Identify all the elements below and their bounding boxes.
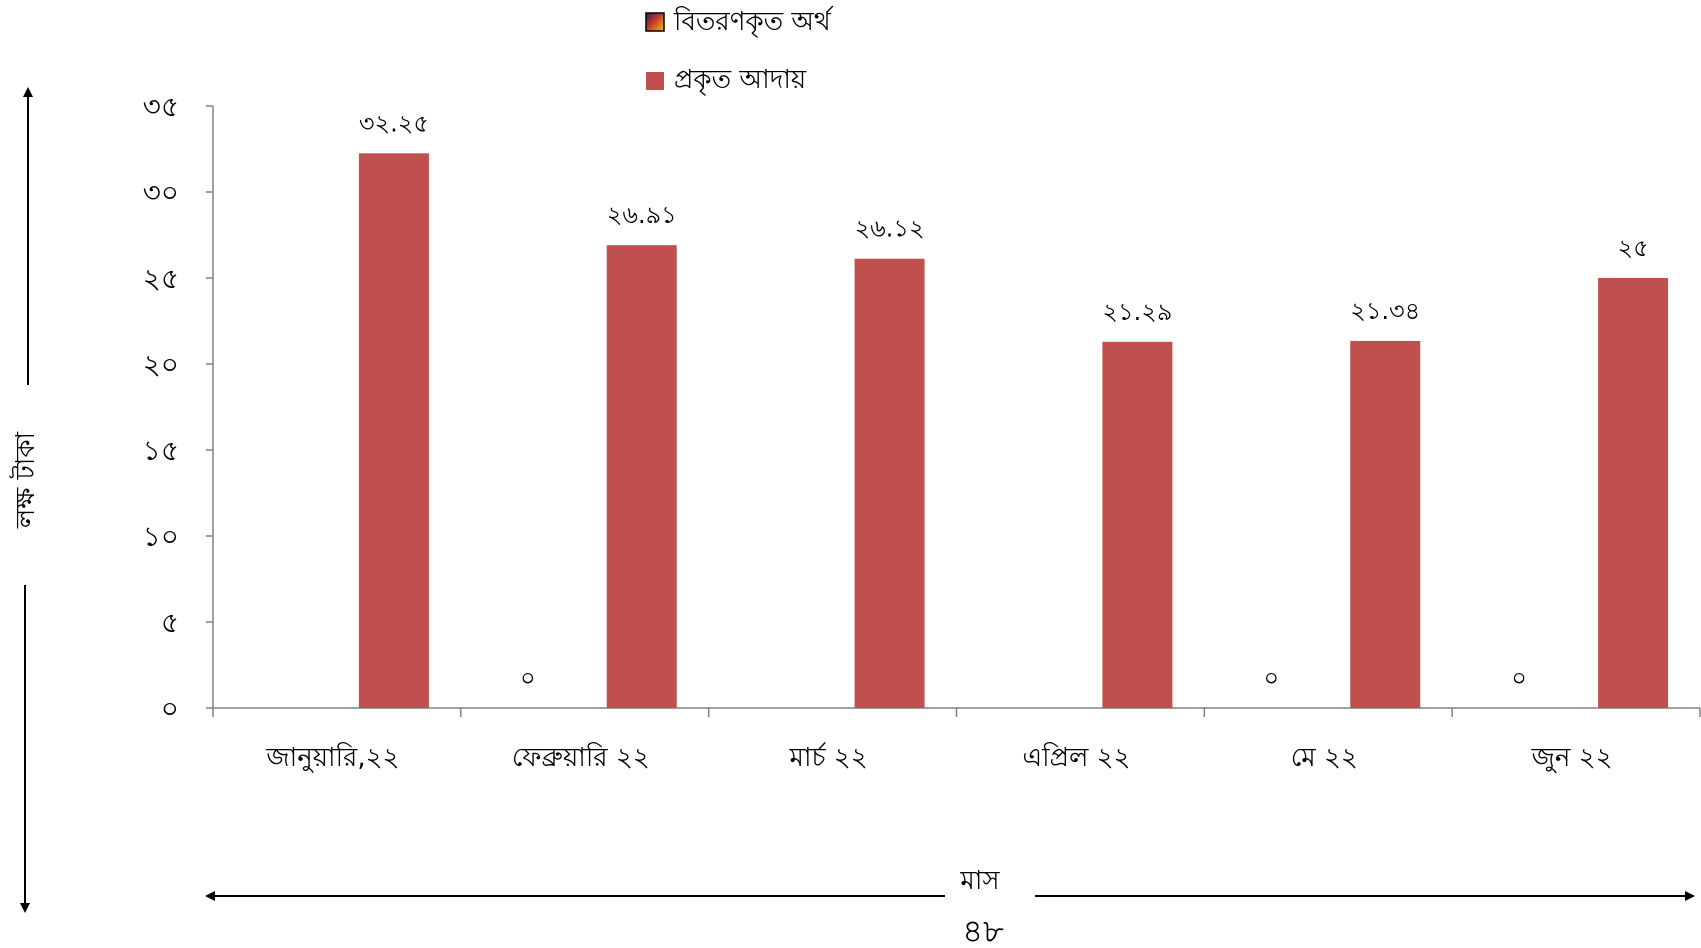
- data-label-series-2: ২৬.৯১: [607, 201, 677, 229]
- bar-series-2: [1350, 340, 1421, 708]
- legend-label-series-1: বিতরণকৃত অর্থ: [673, 6, 834, 37]
- data-label-series-1: ০: [1263, 664, 1279, 692]
- data-labels: ০ ০ ০ ৩২.২৫ ২৬.৯১ ২৬.১২ ২১.২৯ ২১.৩৪ ২৫: [359, 109, 1649, 692]
- x-axis-title: মাস: [959, 866, 1000, 896]
- x-category-label: এপ্রিল ২২: [1022, 742, 1130, 773]
- y-tick-label: ২০: [143, 348, 179, 381]
- legend-swatch-series-1: [645, 12, 665, 32]
- x-category-label: মে ২২: [1291, 743, 1358, 773]
- bar-series-2: [358, 153, 429, 709]
- data-label-series-2: ২১.২৯: [1102, 298, 1172, 326]
- y-ticks: ০ ৫ ১০ ১৫ ২০ ২৫ ৩০ ৩৫: [143, 90, 213, 725]
- y-tick-label: ৫: [161, 606, 179, 639]
- x-axis-title-group: মাস: [205, 866, 1695, 901]
- y-tick-label: ৩০: [143, 176, 179, 209]
- bar-series-2: [854, 258, 925, 708]
- y-tick-label: ০: [161, 692, 179, 725]
- x-category-label: জুন ২২: [1531, 743, 1613, 773]
- legend-label-series-2: প্রকৃত আদায়: [674, 65, 807, 95]
- page-number: ৪৮: [962, 912, 1004, 948]
- y-axis-title-group: লক্ষ টাকা: [9, 87, 41, 913]
- y-axis-title: লক্ষ টাকা: [9, 431, 41, 529]
- data-label-series-1: ০: [1511, 664, 1527, 692]
- category-labels: জানুয়ারি,২২ ফেব্রুয়ারি ২২ মার্চ ২২ এপ্রিল…: [265, 742, 1612, 773]
- x-category-label: জানুয়ারি,২২: [265, 742, 399, 773]
- x-category-label: ফেব্রুয়ারি ২২: [512, 742, 650, 773]
- bar-series-2: [1102, 341, 1173, 708]
- bars: [358, 153, 1669, 709]
- x-category-label: মার্চ ২২: [789, 742, 868, 773]
- y-tick-label: ২৫: [143, 262, 179, 295]
- bar-series-2: [1598, 278, 1669, 708]
- data-label-series-1: ০: [520, 664, 536, 692]
- x-ticks: [212, 708, 1701, 717]
- data-label-series-2: ২১.৩৪: [1350, 297, 1420, 325]
- data-label-series-2: ২৫: [1617, 234, 1648, 262]
- bar-series-2: [606, 245, 677, 708]
- y-tick-label: ৩৫: [143, 90, 179, 123]
- y-tick-label: ১০: [143, 520, 179, 553]
- legend: বিতরণকৃত অর্থ প্রকৃত আদায়: [645, 6, 834, 95]
- legend-swatch-series-2: [646, 72, 664, 90]
- y-tick-label: ১৫: [143, 434, 179, 467]
- data-label-series-2: ৩২.২৫: [359, 109, 429, 137]
- data-label-series-2: ২৬.১২: [855, 215, 925, 243]
